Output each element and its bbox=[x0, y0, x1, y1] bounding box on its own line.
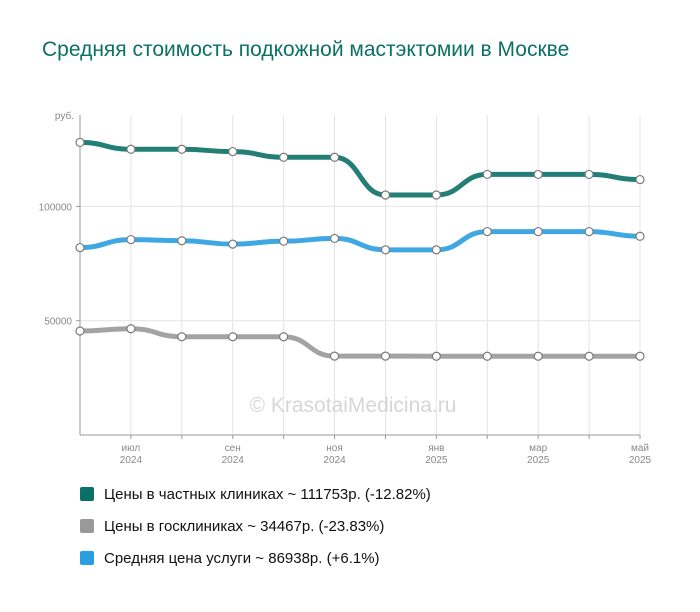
data-point bbox=[75, 137, 85, 148]
x-tick-label-year: 2025 bbox=[527, 455, 550, 466]
legend-label: Цены в частных клиниках ~ 111753р. (-12.… bbox=[104, 485, 431, 503]
legend-item-average[interactable]: Средняя цена услуги ~ 86938р. (+6.1%) bbox=[80, 548, 431, 568]
data-point bbox=[329, 152, 340, 162]
data-point bbox=[431, 190, 441, 200]
y-axis-unit: руб. bbox=[55, 110, 74, 122]
data-point bbox=[75, 326, 85, 336]
x-tick-label-year: 2024 bbox=[323, 455, 346, 466]
y-tick-label: 50000 bbox=[44, 317, 72, 328]
series-line-0 bbox=[77, 139, 643, 198]
chart-title: Средняя стоимость подкожной мастэктомии … bbox=[42, 38, 570, 61]
series-line-2 bbox=[77, 326, 643, 359]
x-tick-label-year: 2024 bbox=[222, 455, 245, 466]
data-point bbox=[380, 190, 391, 200]
data-point bbox=[329, 351, 340, 361]
x-tick-label: мар bbox=[529, 443, 547, 454]
data-point bbox=[228, 239, 238, 249]
data-point bbox=[584, 226, 594, 237]
data-point bbox=[75, 242, 85, 253]
data-point bbox=[126, 234, 136, 245]
data-point bbox=[177, 332, 187, 342]
legend-item-public[interactable]: Цены в госклиниках ~ 34467р. (-23.83%) bbox=[80, 516, 431, 536]
data-point bbox=[635, 174, 645, 185]
x-tick-label: июл bbox=[122, 443, 141, 454]
legend-label: Цены в госклиниках ~ 34467р. (-23.83%) bbox=[104, 517, 385, 535]
data-point bbox=[584, 351, 594, 361]
data-point bbox=[279, 332, 289, 342]
legend-label: Средняя цена услуги ~ 86938р. (+6.1%) bbox=[104, 549, 380, 567]
data-point bbox=[228, 146, 238, 157]
legend: Цены в частных клиниках ~ 111753р. (-12.… bbox=[80, 484, 431, 580]
data-point bbox=[533, 226, 543, 237]
data-point bbox=[431, 351, 441, 361]
data-point bbox=[177, 236, 187, 246]
data-point bbox=[126, 144, 136, 154]
data-point bbox=[329, 233, 340, 244]
data-point bbox=[584, 169, 594, 180]
data-point bbox=[482, 169, 492, 180]
legend-item-private[interactable]: Цены в частных клиниках ~ 111753р. (-12.… bbox=[80, 484, 431, 504]
axes: руб.10000050000июл2024сен2024ноя2024янв2… bbox=[39, 110, 652, 466]
data-point bbox=[431, 245, 441, 255]
x-tick-label: май bbox=[631, 443, 649, 454]
x-tick-label-year: 2024 bbox=[120, 455, 143, 466]
data-point bbox=[126, 324, 136, 334]
data-point bbox=[533, 169, 543, 180]
data-point bbox=[482, 226, 492, 237]
data-point bbox=[635, 231, 645, 241]
legend-swatch bbox=[80, 519, 94, 533]
x-tick-label-year: 2025 bbox=[629, 455, 652, 466]
legend-swatch bbox=[80, 487, 94, 501]
data-point bbox=[482, 351, 492, 361]
data-point bbox=[279, 152, 289, 162]
data-point bbox=[177, 144, 187, 154]
watermark: © KrasotaiMedicina.ru bbox=[250, 394, 457, 417]
series-lines bbox=[77, 139, 643, 359]
legend-swatch bbox=[80, 551, 94, 565]
x-tick-label-year: 2025 bbox=[425, 455, 448, 466]
x-tick-label: ноя bbox=[326, 443, 343, 454]
series-line-1 bbox=[77, 229, 643, 253]
data-points bbox=[75, 137, 645, 361]
data-point bbox=[380, 351, 391, 361]
x-tick-label: янв bbox=[428, 443, 444, 454]
data-point bbox=[533, 351, 543, 361]
data-point bbox=[279, 236, 289, 246]
grid-lines bbox=[80, 115, 641, 435]
x-tick-label: сен bbox=[225, 443, 241, 454]
data-point bbox=[380, 245, 391, 255]
data-point bbox=[635, 351, 645, 361]
data-point bbox=[228, 332, 238, 342]
y-tick-label: 100000 bbox=[39, 202, 73, 213]
